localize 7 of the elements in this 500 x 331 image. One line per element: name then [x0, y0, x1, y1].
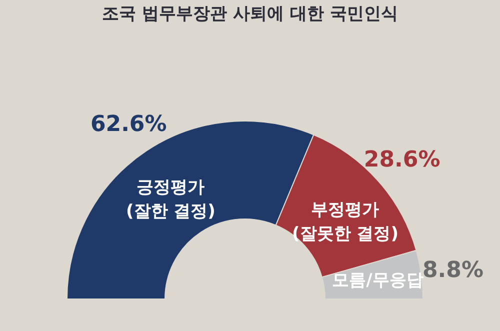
- data-label: 8.8%: [422, 258, 484, 284]
- data-label: 62.6%: [90, 112, 167, 138]
- chart-title: 조국 법무부장관 사퇴에 대한 국민인식: [102, 4, 398, 24]
- slice-label: 모름/무응답: [332, 270, 424, 291]
- data-label: 28.6%: [364, 148, 440, 173]
- slice-label: 긍정평가 (잘한 결정): [126, 177, 216, 222]
- slice-label: 부정평가 (잘못한 결정): [292, 200, 398, 244]
